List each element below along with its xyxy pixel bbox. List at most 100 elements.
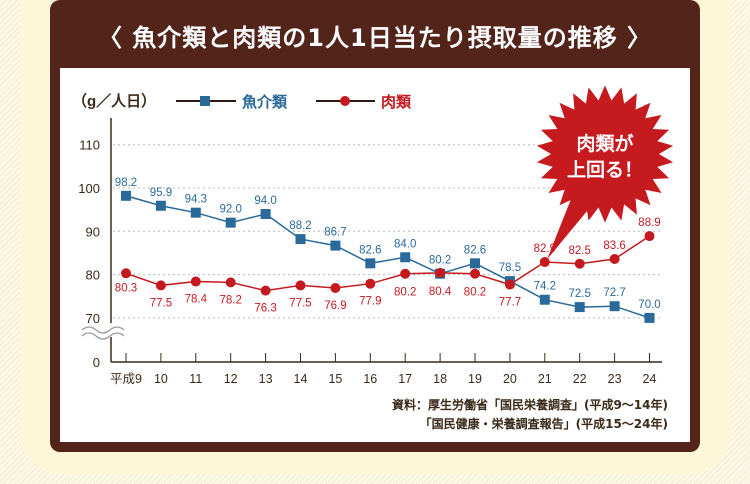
- meat-data-point: [190, 276, 201, 287]
- fish-data-label: 98.2: [115, 177, 137, 189]
- callout-text-line-1: 肉類が: [576, 132, 633, 155]
- x-tick-label: 23: [608, 372, 622, 386]
- axis-break-icon: [81, 332, 125, 340]
- meat-data-label: 76.3: [254, 303, 276, 315]
- callout-burst: [536, 85, 674, 223]
- meat-data-point: [435, 267, 446, 278]
- meat-data-label: 77.5: [289, 297, 311, 309]
- x-tick-label: 15: [328, 372, 342, 386]
- source-line-1: 資料：厚生労働省「国民栄養調査」(平成9〜14年): [391, 398, 668, 412]
- y-axis-unit-label: （g／人日）: [72, 92, 156, 110]
- line-chart: （g／人日） 魚介類 肉類 110 100 90 80 70 0 平成9 10 11 12 13 14 15 1…: [72, 85, 674, 386]
- y-tick-label: 0: [93, 355, 100, 370]
- y-tick-label: 100: [78, 181, 100, 196]
- meat-data-label: 83.6: [603, 240, 625, 252]
- meat-data-point: [539, 257, 550, 268]
- fish-data-label: 82.6: [359, 244, 381, 256]
- meat-data-point: [295, 280, 306, 291]
- fish-data-label: 84.0: [394, 238, 416, 250]
- chart-title: 〈 魚介類と肉類の1人1日当たり摂取量の推移 〉: [97, 24, 653, 52]
- callout-tail: [547, 194, 597, 260]
- legend-fish-label: 魚介類: [242, 93, 288, 111]
- meat-data-label: 78.4: [185, 294, 208, 306]
- meat-data-label: 77.9: [359, 296, 381, 308]
- meat-data-point: [330, 283, 341, 294]
- fish-data-label: 70.0: [638, 299, 660, 311]
- x-tick-label: 21: [538, 372, 552, 386]
- meat-data-label: 77.5: [150, 297, 172, 309]
- fish-data-label: 88.2: [289, 220, 311, 232]
- fish-data-label: 94.0: [254, 195, 276, 207]
- fish-data-point: [260, 208, 271, 219]
- x-tick-label: 19: [468, 372, 482, 386]
- meat-data-point: [574, 258, 585, 269]
- meat-data-point: [504, 279, 515, 290]
- meat-data-point: [155, 280, 166, 291]
- y-tick-label: 110: [79, 138, 100, 153]
- fish-data-label: 72.7: [603, 287, 625, 299]
- meat-data-label: 88.9: [638, 217, 660, 229]
- meat-data-label: 77.7: [499, 297, 521, 309]
- y-tick-label: 80: [86, 268, 100, 283]
- fish-data-point: [295, 234, 306, 245]
- fish-data-point: [400, 252, 411, 263]
- x-tick-label: 22: [573, 372, 587, 386]
- meat-data-point: [644, 231, 655, 242]
- meat-data-point: [260, 285, 271, 296]
- meat-data-label: 82.5: [569, 245, 591, 257]
- meat-data-label: 80.3: [115, 282, 137, 294]
- callout-text-line-2: 上回る！: [567, 159, 643, 181]
- x-tick-label: 14: [294, 372, 308, 386]
- x-tick-label: 16: [363, 372, 377, 386]
- fish-data-point: [644, 312, 655, 323]
- x-tick-label: 10: [154, 372, 168, 386]
- x-tick-label: 12: [224, 372, 238, 386]
- fish-data-label: 74.2: [534, 281, 556, 293]
- x-tick-label: 11: [189, 372, 202, 386]
- fish-series-line: [125, 195, 650, 319]
- meat-data-label: 80.2: [394, 287, 416, 299]
- meat-data-point: [400, 268, 411, 279]
- meat-data-label: 80.2: [464, 287, 486, 299]
- fish-data-point: [155, 200, 166, 211]
- fish-data-point: [121, 190, 131, 201]
- fish-data-label: 95.9: [150, 187, 172, 199]
- x-tick-label: 18: [433, 372, 447, 386]
- legend-meat-label: 肉類: [381, 93, 412, 111]
- fish-data-point: [330, 240, 341, 251]
- x-tick-label: 17: [398, 372, 412, 386]
- meat-data-label: 80.4: [429, 286, 452, 298]
- fish-data-point: [609, 301, 620, 312]
- meat-series-line: [125, 235, 650, 292]
- meat-data-point: [121, 268, 131, 279]
- fish-data-label: 82.6: [464, 244, 486, 256]
- y-tick-label: 70: [86, 311, 100, 326]
- x-tick-label: 20: [503, 372, 517, 386]
- fish-data-point: [190, 207, 201, 218]
- plot-area: （g／人日） 魚介類 肉類 110 100 90 80 70 0 平成9 10 11 12 13 14 15 1…: [60, 68, 690, 442]
- fish-data-point: [539, 294, 550, 305]
- meat-data-label: 82.9: [534, 243, 556, 255]
- meat-data-point: [609, 254, 620, 265]
- fish-data-point: [365, 258, 376, 269]
- meat-data-label: 78.2: [220, 294, 242, 306]
- meat-data-point: [365, 278, 376, 289]
- fish-data-point: [470, 258, 480, 269]
- legend-fish-marker: [200, 96, 210, 106]
- fish-data-label: 94.3: [185, 194, 207, 206]
- source-line-2: 「国民健康・栄養調査報告」(平成15〜24年): [419, 417, 668, 431]
- axis-break-icon: [81, 326, 125, 334]
- x-tick-label: 24: [643, 372, 657, 386]
- chart-frame: 〈 魚介類と肉類の1人1日当たり摂取量の推移 〉 （g／人日） 魚介類 肉類 110 1…: [50, 0, 700, 452]
- meat-data-point: [470, 268, 480, 279]
- fish-data-point: [225, 217, 236, 228]
- x-tick-label: 平成9: [110, 372, 142, 386]
- meat-data-label: 76.9: [324, 300, 346, 312]
- axis-break-mask: [101, 323, 125, 337]
- x-tick-label: 13: [259, 372, 273, 386]
- meat-data-point: [225, 277, 236, 288]
- fish-data-label: 86.7: [324, 227, 346, 239]
- fish-data-label: 80.2: [429, 255, 451, 267]
- fish-data-label: 72.5: [569, 288, 591, 300]
- fish-data-label: 78.5: [499, 262, 521, 274]
